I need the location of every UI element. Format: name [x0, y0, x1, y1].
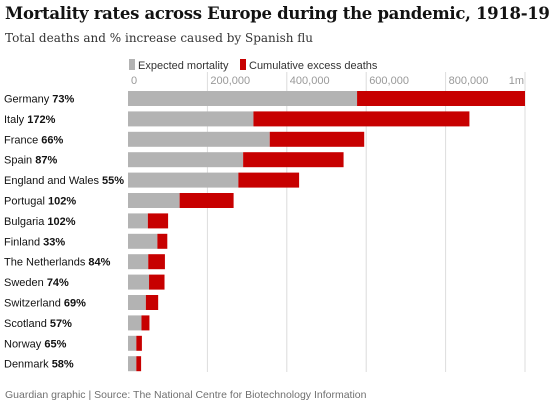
bar-italy-expected-mortality	[128, 111, 254, 127]
category-label-spain: Spain 87%	[4, 155, 57, 167]
category-label-switzerland: Switzerland 69%	[4, 298, 86, 310]
legend-label-expected-mortality: Expected mortality	[138, 60, 229, 72]
chart-title: Mortality rates across Europe during the…	[5, 4, 550, 23]
bar-sweden-expected-mortality	[128, 274, 150, 290]
bar-germany-cumulative-excess-deaths	[357, 91, 525, 106]
category-pct: 33%	[43, 236, 65, 248]
category-pct: 87%	[35, 155, 57, 167]
category-pct: 73%	[52, 94, 74, 106]
category-name: Spain	[4, 155, 35, 167]
bar-france-expected-mortality	[128, 131, 270, 147]
bar-france-cumulative-excess-deaths	[269, 131, 365, 147]
category-label-scotland: Scotland 57%	[4, 318, 72, 330]
category-label-france: France 66%	[4, 134, 64, 146]
category-label-norway: Norway 65%	[4, 338, 67, 350]
category-pct: 102%	[47, 216, 75, 228]
tick-label-1m: 1m	[509, 75, 524, 87]
category-label-bulgaria: Bulgaria 102%	[4, 216, 76, 228]
category-pct: 69%	[64, 298, 86, 310]
bar-portugal-cumulative-excess-deaths	[179, 193, 234, 208]
legend-swatch-expected-mortality	[129, 59, 135, 70]
category-pct: 74%	[47, 277, 69, 289]
category-label-denmark: Denmark 58%	[4, 359, 74, 371]
x-axis-ticks: 0 200,000 400,000 600,000 800,000 1m	[131, 75, 524, 87]
bar-switzerland-cumulative-excess-deaths	[145, 295, 159, 310]
bar-portugal-expected-mortality	[128, 193, 180, 208]
category-label-italy: Italy 172%	[4, 114, 56, 126]
bar-finland-expected-mortality	[128, 233, 158, 249]
category-label-the-netherlands: The Netherlands 84%	[4, 257, 111, 269]
tick-label-200-000: 200,000	[210, 75, 250, 87]
bar-italy-cumulative-excess-deaths	[253, 111, 470, 127]
category-pct: 102%	[48, 196, 76, 208]
chart-subtitle: Total deaths and % increase caused by Sp…	[5, 31, 314, 45]
tick-label-400-000: 400,000	[290, 75, 330, 87]
tick-label-600-000: 600,000	[369, 75, 409, 87]
bar-denmark-cumulative-excess-deaths	[136, 356, 142, 372]
category-name: Germany	[4, 94, 52, 106]
category-pct: 84%	[88, 257, 110, 269]
category-label-sweden: Sweden 74%	[4, 277, 69, 289]
category-name: Switzerland	[4, 298, 64, 310]
bar-the-netherlands-cumulative-excess-deaths	[148, 254, 165, 270]
bar-switzerland-expected-mortality	[128, 295, 146, 310]
category-label-finland: Finland 33%	[4, 236, 65, 248]
category-name: Norway	[4, 338, 44, 350]
category-name: Portugal	[4, 196, 48, 208]
bar-denmark-expected-mortality	[128, 356, 137, 372]
bar-norway-expected-mortality	[128, 335, 137, 351]
category-pct: 58%	[52, 359, 74, 371]
bar-spain-expected-mortality	[128, 152, 244, 168]
bar-spain-cumulative-excess-deaths	[243, 152, 344, 168]
category-name: The Netherlands	[4, 257, 88, 269]
category-pct: 66%	[41, 134, 63, 146]
category-name: Sweden	[4, 277, 47, 289]
category-labels: Germany 73% Italy 172% France 66% Spain 87%…	[4, 94, 124, 371]
tick-label-800-000: 800,000	[449, 75, 489, 87]
legend-label-cumulative-excess-deaths: Cumulative excess deaths	[249, 60, 378, 72]
category-pct: 55%	[102, 175, 124, 187]
category-name: Italy	[4, 114, 27, 126]
bar-scotland-cumulative-excess-deaths	[141, 315, 150, 331]
tick-label-0: 0	[131, 75, 137, 87]
legend-swatch-cumulative-excess-deaths	[240, 59, 246, 70]
bar-england-and-wales-cumulative-excess-deaths	[238, 172, 300, 188]
bar-finland-cumulative-excess-deaths	[157, 233, 168, 249]
bar-germany-expected-mortality	[128, 91, 358, 106]
bar-the-netherlands-expected-mortality	[128, 254, 149, 270]
category-name: France	[4, 134, 41, 146]
bar-scotland-expected-mortality	[128, 315, 142, 331]
category-pct: 65%	[44, 338, 66, 350]
bar-norway-cumulative-excess-deaths	[136, 335, 142, 351]
category-pct: 172%	[27, 114, 55, 126]
bar-sweden-cumulative-excess-deaths	[149, 274, 165, 290]
bar-england-and-wales-expected-mortality	[128, 172, 239, 188]
category-name: Bulgaria	[4, 216, 47, 228]
bar-bulgaria-expected-mortality	[128, 213, 148, 229]
category-name: Scotland	[4, 318, 50, 330]
category-pct: 57%	[50, 318, 72, 330]
bars	[128, 91, 525, 372]
category-label-england-and-wales: England and Wales 55%	[4, 175, 124, 187]
source-note: Guardian graphic | Source: The National …	[5, 389, 367, 401]
legend: Expected mortality Cumulative excess deat…	[129, 59, 378, 72]
category-name: Finland	[4, 236, 43, 248]
category-label-germany: Germany 73%	[4, 94, 75, 106]
category-label-portugal: Portugal 102%	[4, 196, 76, 208]
bar-bulgaria-cumulative-excess-deaths	[147, 213, 169, 229]
category-name: Denmark	[4, 359, 52, 371]
category-name: England and Wales	[4, 175, 102, 187]
